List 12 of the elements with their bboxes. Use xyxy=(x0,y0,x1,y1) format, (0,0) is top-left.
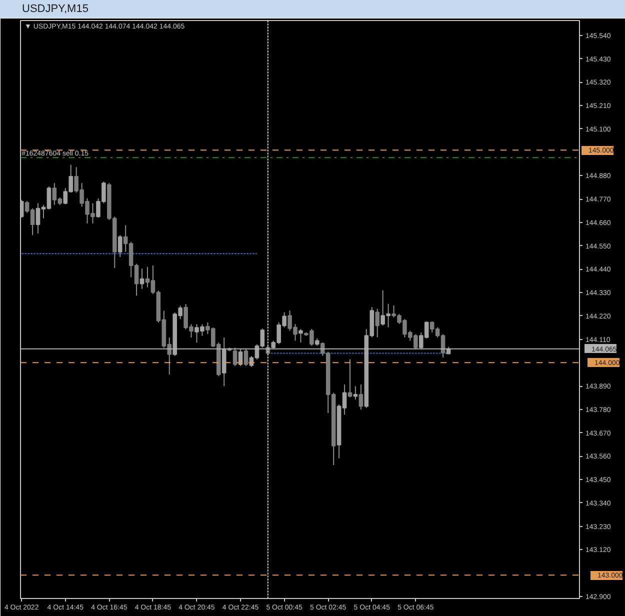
candlestick xyxy=(375,308,380,338)
candlestick xyxy=(358,384,364,410)
candlestick xyxy=(222,337,226,387)
chart-title: USDJPY,M15 xyxy=(22,2,88,17)
candlestick xyxy=(20,199,24,218)
candlestick xyxy=(118,234,122,258)
candlestick xyxy=(348,358,352,398)
candlestick xyxy=(232,347,238,367)
candlestick xyxy=(244,348,248,367)
candlestick xyxy=(353,386,358,400)
candlestick xyxy=(298,328,303,343)
candlestick xyxy=(140,268,144,290)
